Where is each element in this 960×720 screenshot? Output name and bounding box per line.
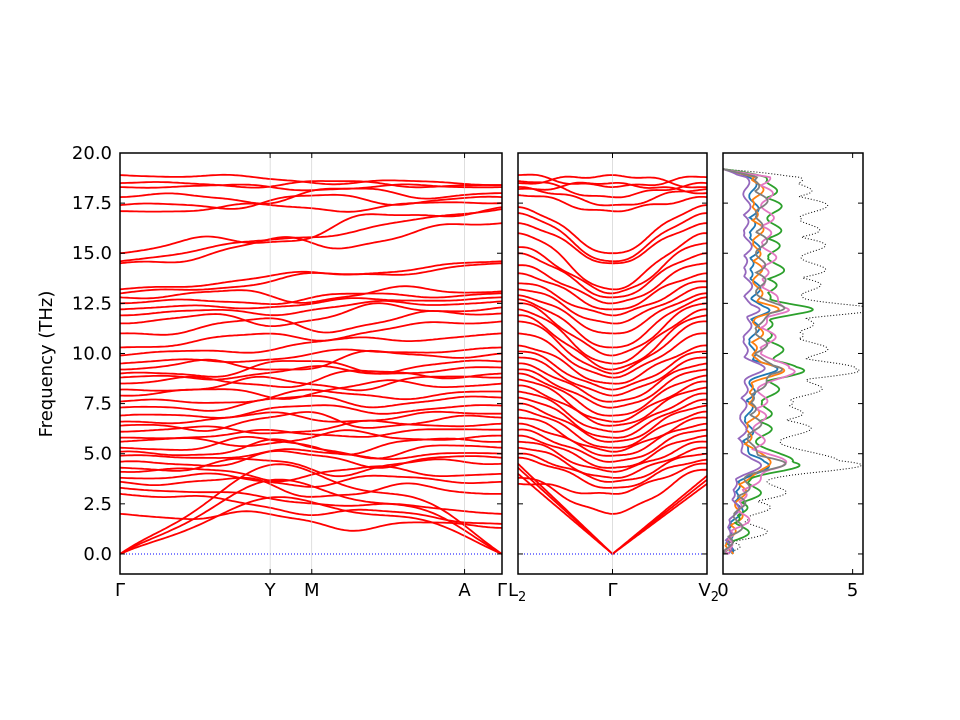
p1-xtick-label: Γ	[497, 580, 507, 601]
p1-band-line	[120, 320, 502, 349]
p3-xtick-label: 5	[847, 580, 858, 601]
p1-ytick-label: 0.0	[83, 544, 112, 565]
p1-high-symmetry-lines	[269, 153, 465, 574]
p1-band-line	[120, 486, 502, 515]
p1-band-line	[120, 457, 502, 478]
p1-band-line	[120, 404, 502, 419]
dos-curves	[723, 168, 863, 555]
p2-xtick-label: Γ	[607, 580, 617, 601]
p1-band-line	[120, 375, 502, 392]
p1-band-line	[120, 450, 502, 469]
p1-band-line	[120, 260, 502, 291]
p1-band-line	[120, 428, 502, 440]
p1-ytick-label: 20.0	[72, 143, 112, 164]
p1-xtick-label: A	[458, 580, 471, 601]
dos-line	[723, 168, 787, 555]
p1-band-line	[120, 388, 502, 404]
p1-band-line	[120, 302, 502, 327]
p1-band-line	[120, 476, 502, 498]
dos-line	[723, 168, 779, 555]
p1-ytick-label: 7.5	[83, 394, 112, 415]
p1-ytick-label: 5.0	[83, 444, 112, 465]
p1-band-line	[120, 436, 502, 456]
p1-band-line	[120, 180, 502, 189]
band-structure-panel-2: L2 Γ V2	[508, 152, 719, 605]
p1-band-line	[120, 496, 502, 555]
p1-band-line	[120, 472, 502, 488]
p1-band-line	[120, 332, 502, 357]
p1-band-line	[120, 346, 502, 365]
p1-ytick-label: 12.5	[72, 293, 112, 314]
p1-band-line	[120, 222, 502, 265]
dos-line	[723, 168, 786, 555]
p1-frame	[119, 152, 503, 575]
p1-band-line	[120, 465, 502, 483]
p3-xtick-label: 0	[717, 580, 728, 601]
p1-ytick-label: 2.5	[83, 494, 112, 515]
p1-band-line	[120, 478, 502, 555]
dos-line	[723, 168, 796, 555]
p1-ytick-label: 10.0	[72, 343, 112, 364]
p1-band-line	[120, 262, 502, 295]
band-structure-panel-1: 0.0 2.5 5.0 7.5 10.0 12.5 15.0 17.5 20.0 Γ Y M A Γ F…	[36, 143, 507, 601]
dos-line	[723, 168, 863, 555]
p1-band-line	[120, 349, 502, 371]
p1-band-line	[120, 395, 502, 412]
p1-band-line	[120, 411, 502, 432]
p1-band-line	[120, 173, 502, 186]
p1-y-ticks: 0.0 2.5 5.0 7.5 10.0 12.5 15.0 17.5 20.0	[72, 143, 502, 565]
p1-xtick-label: Y	[264, 580, 277, 601]
p1-band-line	[120, 365, 502, 381]
p1-band-line	[120, 296, 502, 311]
p1-ytick-label: 17.5	[72, 193, 112, 214]
p1-ytick-label: 15.0	[72, 243, 112, 264]
p1-band-line	[120, 193, 502, 210]
p1-band-line	[120, 206, 502, 255]
p1-band-line	[120, 201, 502, 213]
p2-xtick-label: L2	[508, 580, 526, 605]
p1-band-line	[120, 448, 502, 460]
y-axis-label: Frequency (THz)	[36, 291, 57, 438]
p1-band-line	[120, 300, 502, 317]
p3-y-ticks	[723, 152, 863, 555]
p2-y-ticks	[518, 152, 707, 555]
p1-xtick-label: M	[304, 580, 320, 601]
p1-band-line	[120, 292, 502, 305]
p3-frame	[722, 152, 864, 575]
p1-band-line	[120, 510, 502, 532]
p1-band-line	[120, 359, 502, 378]
p1-band-curves	[120, 173, 502, 555]
p1-band-line	[120, 285, 502, 304]
p2-xtick-label: V2	[698, 580, 719, 605]
p1-xtick-label: Γ	[115, 580, 125, 601]
p1-band-line	[120, 410, 502, 425]
dos-line	[723, 168, 766, 555]
p1-band-line	[120, 492, 502, 525]
p1-band-line	[120, 438, 502, 460]
